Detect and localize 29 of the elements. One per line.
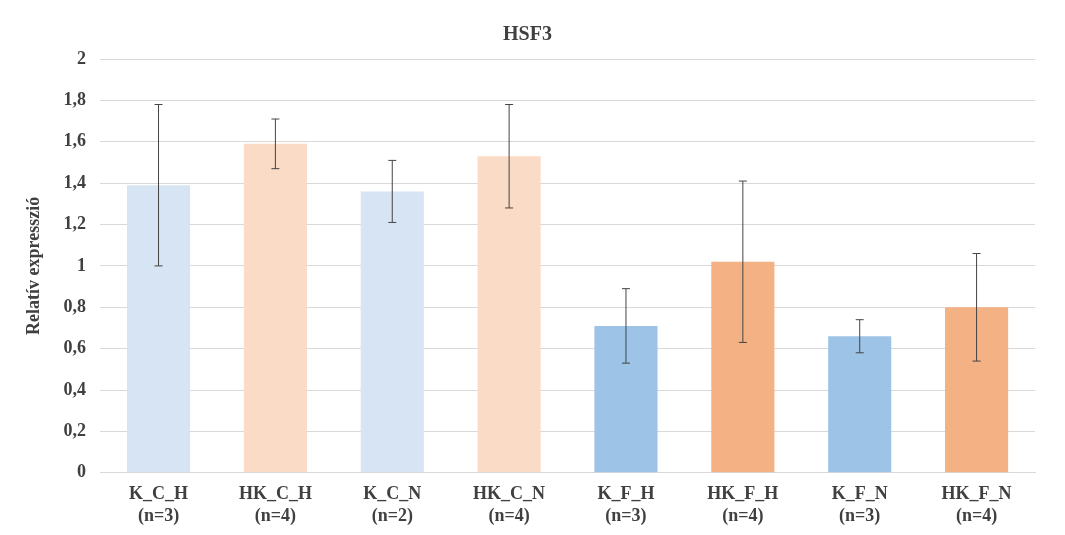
y-tick-label: 1,4 [63, 171, 87, 192]
y-tick-label: 2 [77, 47, 87, 68]
x-tick-label: K_C_N (n=2) [363, 483, 422, 526]
x-tick-label: HK_C_H (n=4) [238, 483, 312, 526]
y-axis-title: Relatív expresszió [23, 196, 44, 335]
bar [711, 261, 775, 473]
bar [828, 336, 892, 473]
x-tick-label: K_F_H (n=3) [597, 483, 655, 526]
y-tick-label: 1,6 [63, 130, 87, 151]
x-tick-label: K_F_N (n=3) [831, 483, 888, 526]
x-tick-label: K_C_H (n=3) [129, 483, 189, 526]
y-tick-label: 0 [77, 461, 87, 482]
y-tick-label: 0,6 [63, 337, 87, 358]
x-tick-label: HK_F_N (n=4) [941, 483, 1012, 526]
bar [477, 156, 541, 473]
y-tick-label: 0,8 [63, 295, 87, 316]
bar [945, 307, 1009, 473]
x-tick-label: HK_F_H (n=4) [707, 483, 779, 526]
bar [594, 325, 658, 473]
y-tick-label: 0,2 [63, 420, 87, 441]
y-tick-label: 1 [77, 254, 87, 275]
bar [360, 191, 424, 473]
y-tick-label: 1,8 [63, 89, 87, 110]
bar [126, 185, 191, 473]
y-tick-label: 1,2 [63, 213, 87, 234]
chart-title: HSF3 [503, 22, 552, 45]
y-tick-label: 0,4 [63, 378, 87, 399]
bar [243, 143, 307, 473]
x-tick-label: HK_C_N (n=4) [473, 483, 546, 526]
